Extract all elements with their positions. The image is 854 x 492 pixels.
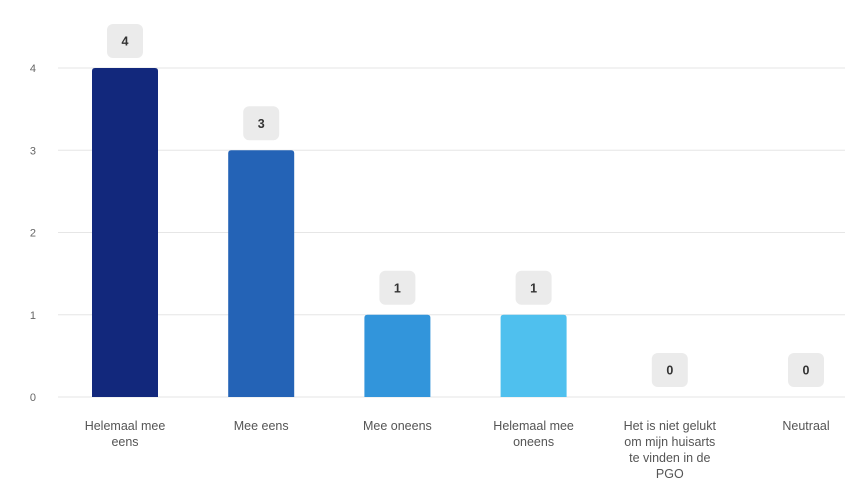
x-tick-label-line: te vinden in de <box>629 451 710 465</box>
x-tick-label-line: Mee eens <box>234 419 289 433</box>
data-label: 3 <box>258 117 265 131</box>
x-tick-label: Mee oneens <box>363 419 432 433</box>
bar <box>228 150 295 397</box>
x-tick-label: Mee eens <box>234 419 289 433</box>
bar <box>92 68 158 397</box>
y-tick-label: 1 <box>30 310 36 322</box>
y-tick-label: 4 <box>30 63 36 75</box>
x-tick-label: Het is niet gelukt om mijn huisarts te vin… <box>624 419 717 481</box>
x-tick-label-line: PGO <box>656 467 684 481</box>
x-tick-label-line: Helemaal mee <box>493 419 574 433</box>
y-tick-label: 2 <box>30 228 36 240</box>
data-label-box <box>515 270 552 305</box>
y-tick-label: 0 <box>30 392 36 404</box>
data-label: 0 <box>666 364 673 378</box>
x-tick-label-line: Het is niet gelukt <box>624 419 717 433</box>
data-label: 1 <box>394 281 401 295</box>
x-tick-label-line: om mijn huisarts <box>624 435 715 449</box>
data-label: 4 <box>122 35 129 49</box>
x-tick-label-line: Helemaal mee <box>85 419 166 433</box>
x-tick-label-line: Neutraal <box>782 419 829 433</box>
x-tick-label: Neutraal <box>782 419 829 433</box>
data-label-box <box>651 353 688 387</box>
data-label: 1 <box>530 281 537 295</box>
data-label-box <box>379 270 416 305</box>
x-tick-label: Helemaal mee oneens <box>493 419 574 449</box>
x-tick-label-line: eens <box>111 435 138 449</box>
x-tick-label-line: Mee oneens <box>363 419 432 433</box>
data-label-box <box>788 353 824 387</box>
x-tick-label-line: oneens <box>513 435 554 449</box>
bar <box>364 314 431 397</box>
x-tick-label: Helemaal mee eens <box>85 419 166 449</box>
data-label: 0 <box>803 364 810 378</box>
data-label-box <box>107 24 143 58</box>
y-tick-label: 3 <box>30 145 36 157</box>
data-label-box <box>243 106 280 141</box>
bar <box>500 314 567 397</box>
